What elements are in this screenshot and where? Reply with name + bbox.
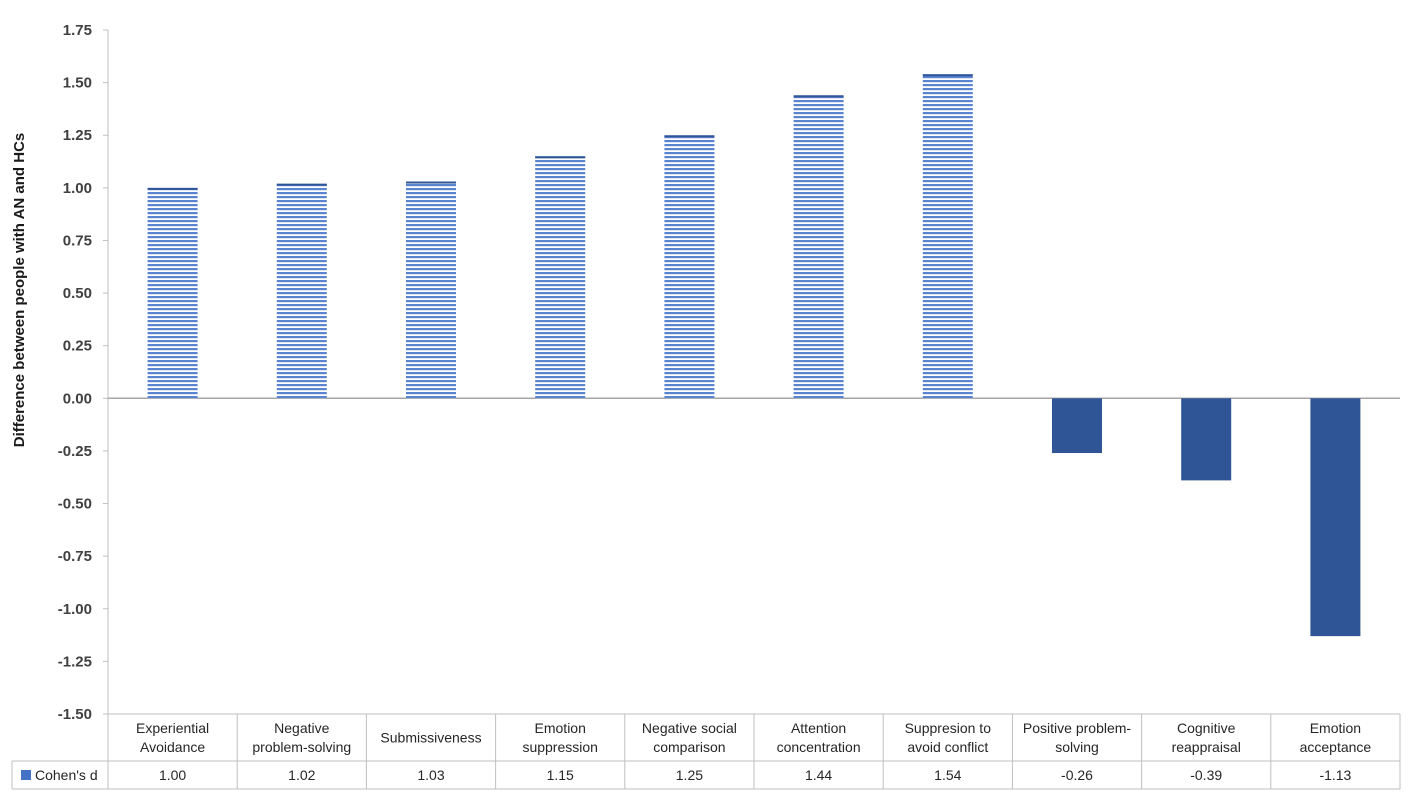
category-label: Negative social	[642, 720, 737, 736]
category-label: avoid conflict	[907, 739, 988, 755]
bar	[535, 156, 586, 399]
category-label: Avoidance	[140, 739, 205, 755]
y-tick-label: -0.75	[58, 548, 92, 565]
category-label: Experiential	[136, 720, 209, 736]
y-tick-label: -1.25	[58, 653, 92, 670]
bar-top-edge	[793, 95, 844, 98]
category-label: concentration	[777, 739, 861, 755]
category-label: Emotion	[1310, 720, 1361, 736]
category-label: Cognitive	[1177, 720, 1236, 736]
category-label: Attention	[791, 720, 846, 736]
category-label: suppression	[522, 739, 598, 755]
bar-top-edge	[922, 74, 973, 77]
y-tick-label: 1.75	[63, 22, 92, 39]
data-label: 1.44	[805, 767, 832, 783]
data-label: -1.13	[1319, 767, 1351, 783]
bar	[922, 74, 973, 399]
data-label: 1.02	[288, 767, 315, 783]
legend-swatch	[21, 770, 31, 780]
y-tick-label: 0.75	[63, 232, 92, 249]
y-tick-label: 0.25	[63, 338, 92, 355]
bar-top-edge	[147, 187, 198, 190]
data-label: 1.54	[934, 767, 961, 783]
y-axis-ticks: 1.75 1.50 1.25 1.00 0.75 0.50 0.25 0.00 -0.25 -0.…	[58, 22, 108, 723]
y-tick-label: -0.50	[58, 496, 92, 513]
category-label: problem-solving	[252, 739, 351, 755]
y-tick-label: -0.25	[58, 443, 92, 460]
y-tick-label: 0.50	[63, 285, 92, 302]
bar	[793, 95, 844, 399]
bar-top-edge	[276, 183, 327, 186]
bar	[664, 135, 715, 399]
category-label: Positive problem-	[1023, 720, 1131, 736]
bar	[1052, 398, 1102, 454]
data-label: 1.03	[417, 767, 444, 783]
data-label: -0.39	[1190, 767, 1222, 783]
y-axis-label: Difference between people with AN and HC…	[11, 133, 28, 448]
data-label: 1.00	[159, 767, 186, 783]
y-tick-label: 1.25	[63, 127, 92, 144]
data-label: 1.25	[676, 767, 703, 783]
category-label: acceptance	[1300, 739, 1372, 755]
category-label: Suppresion to	[905, 720, 992, 736]
y-tick-label: -1.50	[58, 706, 92, 723]
y-tick-label: 1.00	[63, 180, 92, 197]
category-label: reappraisal	[1172, 739, 1241, 755]
bars	[147, 74, 1361, 637]
category-label: Submissiveness	[380, 730, 481, 746]
category-label: solving	[1055, 739, 1099, 755]
bar-top-edge	[535, 156, 586, 159]
y-tick-label: -1.00	[58, 601, 92, 618]
data-label: -0.26	[1061, 767, 1093, 783]
y-tick-label: 0.00	[63, 390, 92, 407]
bar	[1181, 398, 1232, 481]
category-label: Emotion	[535, 720, 586, 736]
data-table: Experiential Avoidance Negative problem-sol…	[11, 713, 1401, 790]
category-label: Negative	[274, 720, 329, 736]
bar	[1310, 398, 1361, 637]
bar	[406, 181, 456, 399]
category-label: comparison	[653, 739, 725, 755]
legend-label: Cohen's d	[35, 767, 98, 783]
bar-top-edge	[664, 135, 715, 138]
bar	[147, 187, 198, 399]
bar-top-edge	[406, 181, 456, 184]
data-label: 1.15	[547, 767, 574, 783]
y-tick-label: 1.50	[63, 75, 92, 92]
bar	[276, 183, 327, 399]
